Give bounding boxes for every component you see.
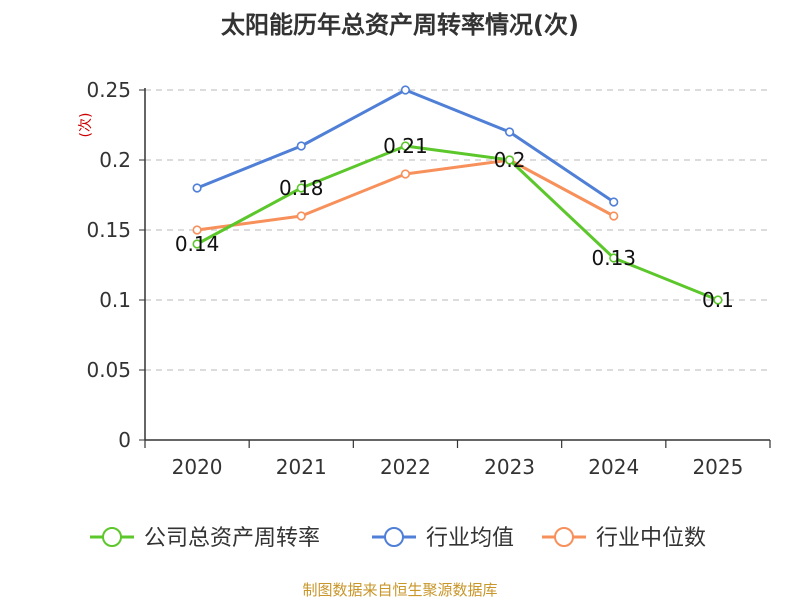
data-point [400,169,411,179]
legend-label: 公司总资产周转率 [144,526,320,551]
legend-label: 行业中位数 [596,526,706,551]
legend-marker [102,527,122,547]
x-tick-label: 2020 [172,455,223,479]
y-axis-label: (次) [78,113,94,138]
data-point [400,141,411,151]
y-tick-label: 0 [118,428,131,452]
gridlines [145,89,770,371]
y-tick-label: 0.15 [86,218,131,242]
data-label: 0.14 [175,232,220,256]
y-tick-label: 0.2 [99,148,131,172]
y-tick-label: 0.1 [99,288,131,312]
legend-marker [554,527,574,547]
data-point [192,239,202,249]
axes: 0 0.05 0.1 0.15 0.2 0.25 2020 2021 2022 2023 2024 2… [86,78,771,479]
y-tick-label: 0.05 [86,358,131,382]
data-point [609,253,619,263]
x-tick-label: 2023 [484,455,535,479]
series-line-0 [196,144,719,302]
x-tick-label: 2021 [276,455,327,479]
chart-title: 太阳能历年总资产周转率情况(次) [221,11,579,39]
x-tick-label: 2022 [380,455,431,479]
series-lines [192,85,723,305]
data-label: 0.18 [279,176,324,200]
y-tick-label: 0.25 [86,78,131,102]
data-point [504,127,515,137]
data-label: 0.1 [702,288,734,312]
legend-label: 行业均值 [426,526,514,551]
data-point [609,197,619,207]
data-label: 0.13 [591,246,636,270]
data-label: 0.21 [383,134,428,158]
data-labels: 0.14 0.18 0.21 0.2 0.13 0.1 [175,134,734,312]
data-point [609,211,619,221]
source-note: 制图数据来自恒生聚源数据库 [302,581,497,599]
data-point [296,183,306,193]
data-point [296,211,306,221]
data-point [192,225,202,235]
data-point [296,141,306,151]
data-label: 0.2 [494,148,526,172]
data-point [192,183,202,193]
data-point [400,85,411,95]
x-tick-label: 2024 [588,455,639,479]
data-point [713,295,723,305]
legend: 公司总资产周转率 行业均值 行业中位数 [90,526,706,551]
legend-marker [384,527,404,547]
x-tick-label: 2025 [692,455,743,479]
data-point [504,155,515,165]
